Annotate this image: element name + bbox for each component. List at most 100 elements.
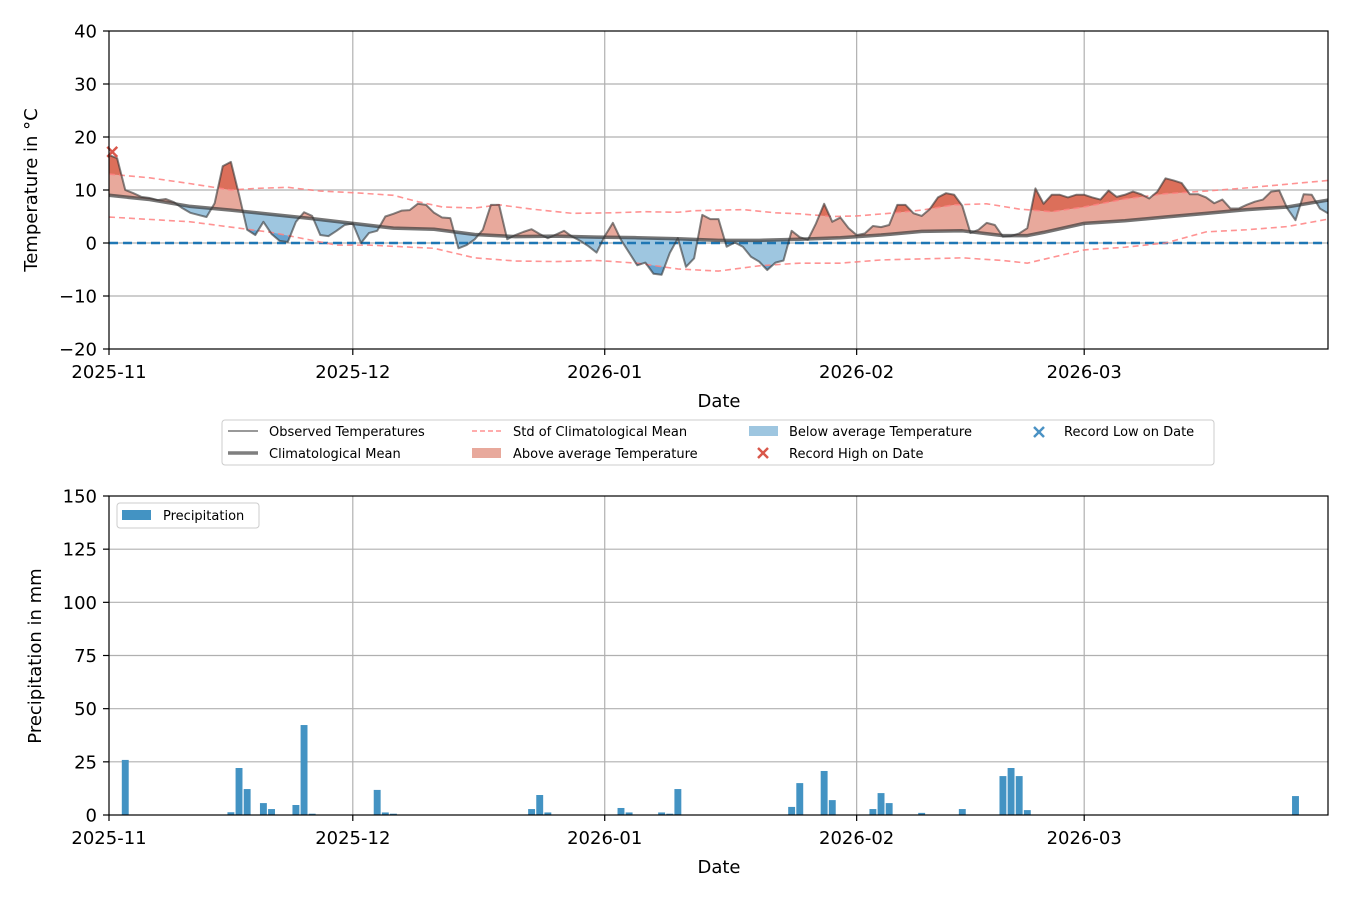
precipitation-bar	[1023, 810, 1031, 815]
precipitation-bar	[544, 812, 552, 815]
legend-record-low-marker-icon	[1033, 426, 1045, 438]
above-std-fill	[1031, 188, 1146, 212]
precipitation-y-tick-label: 0	[86, 806, 97, 827]
precipitation-x-ticks: 2025-11 2025-12 2026-01 2026-02 2026-03	[71, 815, 1122, 849]
temperature-lines	[108, 154, 1329, 276]
temperature-legend: Observed Temperatures Climatological Mea…	[221, 419, 1215, 466]
temperature-y-tick-label: 30	[74, 75, 97, 96]
precipitation-bar	[528, 809, 536, 815]
legend-above-swatch	[472, 448, 501, 458]
below-average-fill	[620, 237, 678, 275]
precipitation-y-tick-label: 125	[63, 540, 97, 561]
precipitation-y-tick-label: 75	[74, 646, 97, 667]
precipitation-bar	[820, 770, 828, 815]
precipitation-bar	[918, 812, 926, 815]
precipitation-bar	[536, 795, 544, 815]
precipitation-y-tick-label: 25	[74, 752, 97, 773]
temperature-x-tick-label: 2026-02	[819, 362, 894, 383]
precip-legend-label: Precipitation	[163, 509, 244, 524]
temperature-x-axis-label: Date	[697, 391, 740, 412]
temperature-y-tick-label: 40	[74, 22, 97, 43]
climatological-mean-line	[108, 193, 1329, 243]
precipitation-y-tick-label: 50	[74, 699, 97, 720]
precipitation-bar	[1292, 796, 1299, 815]
legend-below-label: Below average Temperature	[789, 425, 972, 440]
precipitation-bar	[828, 800, 836, 815]
below-average-fill	[243, 211, 300, 242]
precipitation-bar	[796, 783, 804, 815]
precipitation-bar	[658, 812, 666, 815]
legend-frame	[221, 419, 1215, 466]
legend-mean-label: Climatological Mean	[269, 447, 401, 462]
precipitation-y-ticks: 0 25 50 75 100 125 150	[63, 487, 109, 827]
precipitation-bar	[625, 812, 633, 815]
precip-legend-frame	[116, 502, 260, 529]
temperature-y-tick-label: 20	[74, 128, 97, 149]
std-lower-line	[108, 216, 1329, 272]
precipitation-x-axis-label: Date	[697, 857, 740, 878]
above-average-fill	[604, 222, 621, 238]
above-std-fill	[109, 155, 122, 176]
precipitation-bar	[999, 776, 1007, 815]
precipitation-y-axis-label: Precipitation in mm	[25, 568, 46, 743]
above-average-fill	[808, 193, 971, 239]
above-average-fill	[1012, 178, 1288, 236]
below-average-fill	[353, 223, 380, 243]
above-std-fill	[930, 193, 962, 209]
precipitation-bar	[666, 813, 674, 815]
below-average-fill	[1287, 204, 1301, 221]
legend-record-low-label: Record Low on Date	[1064, 425, 1194, 440]
precipitation-bar	[1015, 776, 1023, 815]
precipitation-bar	[121, 759, 129, 815]
precipitation-x-tick-label: 2026-02	[819, 828, 894, 849]
legend-below-swatch	[749, 426, 778, 436]
precipitation-bar	[300, 725, 308, 815]
temperature-y-tick-label: −10	[59, 287, 97, 308]
above-average-fill	[109, 155, 178, 205]
precipitation-x-tick-label: 2026-01	[567, 828, 642, 849]
precipitation-bar	[958, 809, 966, 815]
precipitation-bar	[259, 803, 267, 815]
std-upper-line	[108, 173, 1329, 218]
precip-legend-swatch	[122, 510, 151, 520]
temperature-x-tick-label: 2025-12	[315, 362, 390, 383]
precipitation-bar	[227, 812, 235, 815]
legend-record-high-label: Record High on Date	[789, 447, 923, 462]
precipitation-legend: Precipitation	[116, 502, 260, 529]
above-std-fill	[1153, 178, 1190, 196]
above-average-fill	[379, 203, 455, 232]
precipitation-bars	[121, 725, 1299, 815]
precipitation-x-tick-label: 2025-12	[315, 828, 390, 849]
precipitation-x-tick-label: 2025-11	[71, 828, 146, 849]
precipitation-bar	[292, 805, 300, 815]
precipitation-bar	[1007, 768, 1015, 815]
precipitation-bar	[235, 768, 243, 815]
temperature-x-tick-label: 2026-03	[1047, 362, 1122, 383]
precipitation-x-tick-label: 2026-03	[1047, 828, 1122, 849]
temperature-grid	[109, 31, 1328, 349]
above-std-fill	[218, 161, 239, 190]
precipitation-bar	[788, 806, 796, 815]
temperature-y-tick-label: 10	[74, 181, 97, 202]
precipitation-bar	[617, 807, 625, 815]
precipitation-y-tick-label: 100	[63, 593, 97, 614]
temperature-x-tick-label: 2025-11	[71, 362, 146, 383]
precipitation-bar	[869, 809, 877, 815]
legend-above-label: Above average Temperature	[513, 447, 698, 462]
precipitation-grid	[109, 496, 1328, 815]
below-average-fill	[1316, 200, 1328, 214]
precipitation-bar	[308, 813, 316, 815]
precipitation-bar	[674, 789, 682, 815]
precipitation-bar	[243, 789, 251, 815]
temperature-x-tick-label: 2026-01	[567, 362, 642, 383]
legend-record-high-marker-icon	[757, 447, 769, 459]
precipitation-bar	[381, 812, 389, 815]
temperature-y-axis-label: Temperature in °C	[21, 108, 42, 272]
precipitation-bar	[885, 803, 893, 815]
precipitation-bar	[268, 809, 275, 815]
below-std-fill	[270, 232, 291, 242]
legend-std-label: Std of Climatological Mean	[513, 425, 687, 440]
legend-observed-label: Observed Temperatures	[269, 425, 425, 440]
